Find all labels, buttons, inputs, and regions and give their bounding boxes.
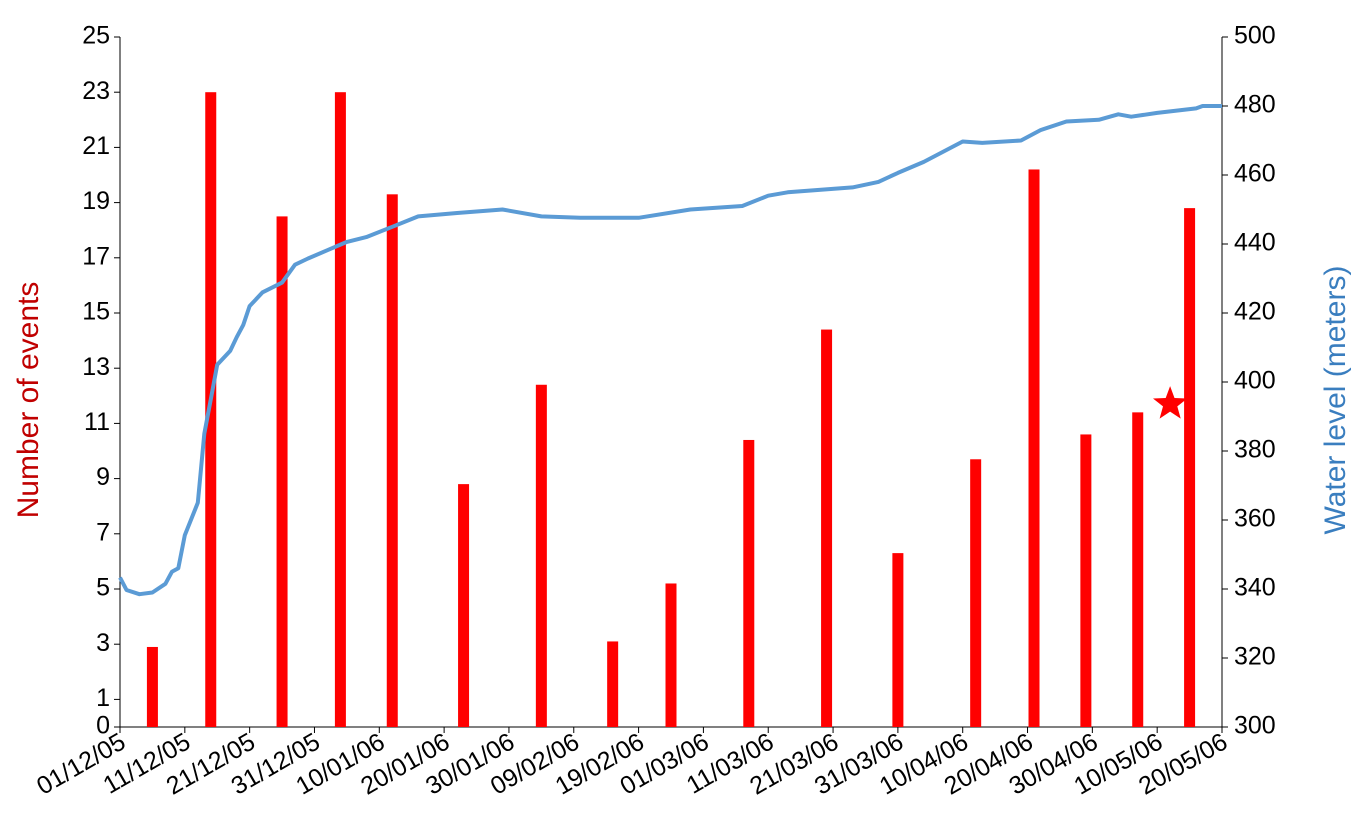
- bar: [892, 553, 904, 727]
- y-tick-label: 17: [82, 242, 110, 270]
- bar: [1132, 412, 1144, 727]
- star-marker: [1153, 386, 1188, 419]
- y2-tick-label: 500: [1234, 22, 1276, 50]
- bar: [665, 583, 677, 727]
- y2-axis-title: Water level (meters): [1319, 266, 1352, 535]
- y-tick-label: 19: [82, 187, 110, 215]
- y2-tick-label: 420: [1234, 298, 1276, 326]
- y-tick-label: 21: [82, 132, 110, 160]
- y-tick-label: 5: [96, 574, 110, 602]
- bar: [970, 459, 982, 727]
- y-tick-label: 15: [82, 298, 110, 326]
- y2-tick-label: 440: [1234, 229, 1276, 257]
- bar: [1184, 208, 1196, 727]
- bar: [535, 384, 547, 727]
- y-tick-label: 1: [96, 684, 110, 712]
- y2-tick-label: 380: [1234, 436, 1276, 464]
- y-tick-label: 9: [96, 463, 110, 491]
- y-tick-label: 25: [82, 22, 110, 50]
- y2-tick-label: 400: [1234, 367, 1276, 395]
- bar: [1028, 169, 1040, 728]
- y2-tick-label: 300: [1234, 712, 1276, 740]
- bar: [458, 484, 470, 727]
- y-tick-label: 3: [96, 629, 110, 657]
- y-axis-title: Number of events: [12, 282, 45, 519]
- y2-tick-label: 320: [1234, 643, 1276, 671]
- y-tick-label: 23: [82, 77, 110, 105]
- bar: [146, 646, 158, 727]
- y-tick-label: 7: [96, 518, 110, 546]
- y2-tick-label: 340: [1234, 574, 1276, 602]
- y2-tick-label: 360: [1234, 505, 1276, 533]
- bar: [386, 194, 398, 727]
- bar: [607, 641, 619, 727]
- bar: [334, 92, 346, 727]
- line: [118, 104, 1222, 597]
- y-tick-label: 0: [96, 712, 110, 740]
- y2-tick-label: 480: [1234, 91, 1276, 119]
- y-tick-label: 11: [84, 408, 110, 436]
- bar: [821, 329, 833, 727]
- y2-tick-label: 460: [1234, 160, 1276, 188]
- bar: [743, 439, 755, 727]
- bar: [276, 216, 288, 727]
- bar: [1080, 434, 1092, 727]
- y-tick-label: 13: [82, 353, 110, 381]
